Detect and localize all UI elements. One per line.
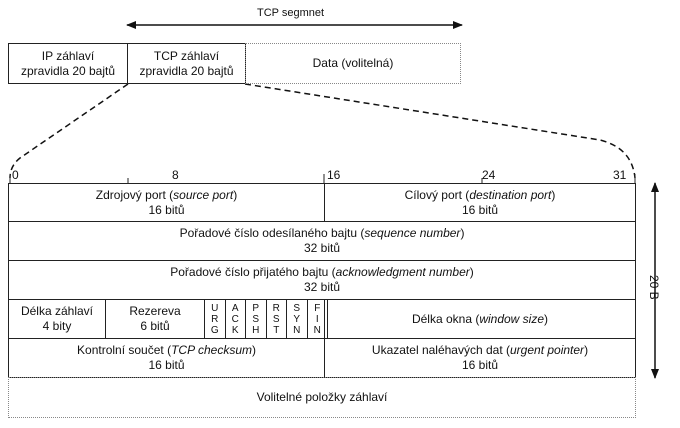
dest-port-field: Cílový port (destination port) 16 bitů <box>324 183 636 222</box>
checksum-field: Kontrolní součet (TCP checksum) 16 bitů <box>8 338 325 378</box>
header-len-name: Délka záhlaví <box>20 304 94 318</box>
bit-label-16: 16 <box>327 168 341 182</box>
urgent-size: 16 bitů <box>461 358 498 372</box>
checksum-close: ) <box>251 343 256 357</box>
ip-header-box: IP záhlaví zpravidla 20 bajtů <box>8 43 128 84</box>
tcp-header-box: TCP záhlaví zpravidla 20 bajtů <box>127 43 246 84</box>
sequence-number-field: Pořadové číslo odesílaného bajtu (sequen… <box>8 221 636 261</box>
source-port-name: Zdrojový port ( <box>95 187 174 202</box>
dest-port-en: destination port <box>469 187 552 202</box>
bit-label-31: 31 <box>613 168 627 182</box>
source-port-en: source port <box>173 187 234 202</box>
ack-close: ) <box>469 265 474 279</box>
seq-close: ) <box>460 226 465 240</box>
urgent-pointer-field: Ukazatel naléhavých dat (urgent pointer)… <box>324 338 636 378</box>
header-len-size: 4 bity <box>42 319 72 333</box>
urgent-close: ) <box>584 343 589 357</box>
dest-port-size: 16 bitů <box>461 202 499 217</box>
zoom-right-line <box>244 83 636 179</box>
data-box: Data (volitelná) <box>245 43 461 84</box>
window-close: ) <box>544 311 549 326</box>
source-port-field: Zdrojový port (source port) 16 bitů <box>8 183 325 222</box>
checksum-name: Kontrolní součet ( <box>77 343 172 357</box>
seq-name: Pořadové číslo odesílaného bajtu ( <box>179 226 365 240</box>
size-label: 20 B <box>647 275 661 300</box>
dest-port-close: ) <box>551 187 556 202</box>
seq-size: 32 bitů <box>303 241 341 255</box>
options-field: Volitelné položky záhlaví <box>8 377 636 418</box>
dest-port-name: Cílový port ( <box>404 187 470 202</box>
reserved-name: Rezereva <box>129 304 181 318</box>
ack-number-field: Pořadové číslo přijatého bajtu (acknowle… <box>8 260 636 300</box>
zoom-left-line <box>9 83 129 179</box>
seq-en: sequence number <box>364 226 461 240</box>
reserved-field: Rezereva 6 bitů <box>105 299 205 339</box>
bit-label-0: 0 <box>12 168 19 182</box>
window-name: Délka okna ( <box>411 311 480 326</box>
source-port-size: 16 bitů <box>148 202 185 217</box>
ack-name: Pořadové číslo přijatého bajtu ( <box>170 265 336 279</box>
ack-en: acknowledgment number <box>335 265 470 279</box>
bit-label-24: 24 <box>482 168 496 182</box>
ack-size: 32 bitů <box>303 280 340 294</box>
reserved-size: 6 bitů <box>140 319 170 333</box>
bit-label-8: 8 <box>172 168 179 182</box>
source-port-close: ) <box>233 187 238 202</box>
checksum-en: TCP checksum <box>171 343 252 357</box>
urgent-en: urgent pointer <box>510 343 585 357</box>
segment-label: TCP segmnet <box>257 7 325 19</box>
window-size-field: Délka okna (window size) <box>324 299 636 339</box>
checksum-size: 16 bitů <box>148 358 185 372</box>
window-en: window size <box>479 311 545 326</box>
header-length-field: Délka záhlaví 4 bity <box>8 299 106 339</box>
urgent-name: Ukazatel naléhavých dat ( <box>371 343 510 357</box>
